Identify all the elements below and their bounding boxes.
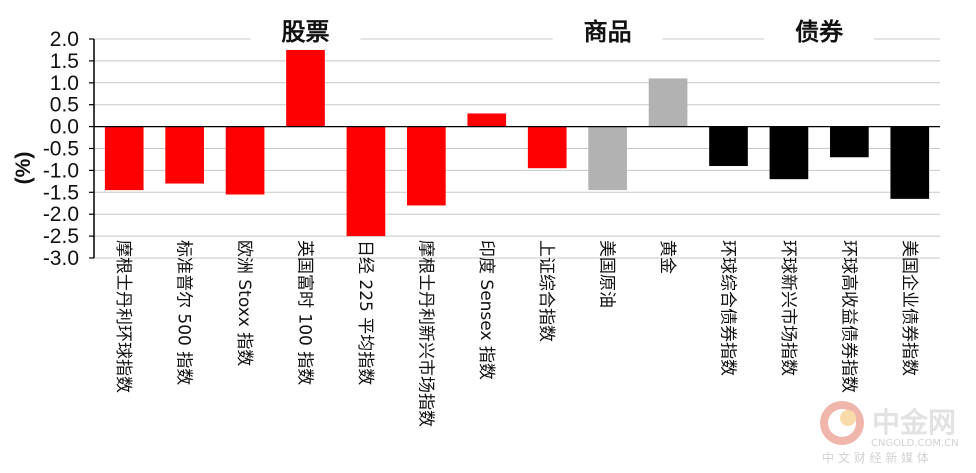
category-label: 欧洲 Stoxx 指数 (234, 240, 254, 366)
grid-lines (94, 38, 940, 259)
group-label: 股票 (282, 18, 330, 46)
bar (286, 49, 325, 127)
y-axis-label: (%) (12, 152, 35, 185)
category-label: 美国企业债券指数 (899, 240, 919, 376)
bars (104, 49, 930, 237)
bar (588, 126, 627, 191)
category-label: 标准普尔 500 指数 (174, 240, 194, 385)
bar (407, 126, 446, 206)
y-tick-label: -0.5 (43, 138, 79, 161)
category-label: 美国原油 (597, 240, 617, 308)
watermark-tagline: 中 文 财 经 新 媒 体 (822, 450, 929, 465)
watermark: 中金网 CNGOLD.COM.CN 中 文 财 经 新 媒 体 (820, 401, 959, 465)
group-label-background (764, 14, 875, 44)
y-tick-label: 0.5 (50, 94, 79, 117)
y-tick-label: -1.0 (43, 159, 79, 182)
y-tick-label: 2.0 (50, 28, 79, 51)
y-tick-label: -1.5 (43, 181, 79, 204)
bar (648, 78, 688, 127)
category-label: 环球高收益债券指数 (838, 240, 858, 393)
group-label: 债券 (795, 18, 844, 46)
category-label: 黄金 (657, 240, 677, 274)
bar (104, 126, 144, 191)
bar (709, 126, 748, 167)
group-labels: 股票 商品 债券 (250, 14, 875, 46)
bar (769, 126, 809, 180)
y-tick-label: -3.0 (43, 247, 79, 270)
bar (527, 126, 567, 169)
group-label-background (250, 14, 361, 44)
group-label-background (552, 14, 663, 44)
y-tick-label: -2.0 (43, 203, 79, 226)
y-tick-label: -2.5 (43, 225, 79, 248)
y-tick-label: 1.0 (50, 72, 79, 95)
watermark-domain: CNGOLD.COM.CN (871, 438, 959, 449)
category-label: 印度 Sensex 指数 (476, 240, 496, 380)
category-label: 英国富时 100 指数 (295, 240, 315, 385)
y-tick-label: 1.5 (50, 50, 79, 73)
category-labels: 摩根士丹利环球指数 标准普尔 500 指数 欧洲 Stoxx 指数 英国富时 100 … (113, 240, 919, 427)
bar (346, 126, 386, 237)
bar (467, 113, 507, 127)
category-label: 摩根士丹利环球指数 (113, 240, 133, 393)
category-label: 环球新兴市场指数 (778, 240, 798, 376)
category-label: 摩根士丹利新兴市场指数 (415, 240, 435, 427)
category-label: 日经 225 平均指数 (355, 240, 375, 385)
bar (830, 126, 869, 158)
bar (890, 126, 930, 199)
watermark-brand: 中金网 (872, 406, 956, 439)
watermark-logo-icon (820, 401, 864, 445)
category-label: 环球综合债券指数 (718, 240, 738, 376)
category-label: 上证综合指数 (536, 240, 556, 342)
group-label: 商品 (584, 18, 632, 46)
y-axis: 2.01.51.00.50.0-0.5-1.0-1.5-2.0-2.5-3.0 (43, 28, 95, 270)
bar (165, 126, 204, 184)
bar (225, 126, 265, 195)
y-tick-label: 0.0 (50, 116, 79, 139)
